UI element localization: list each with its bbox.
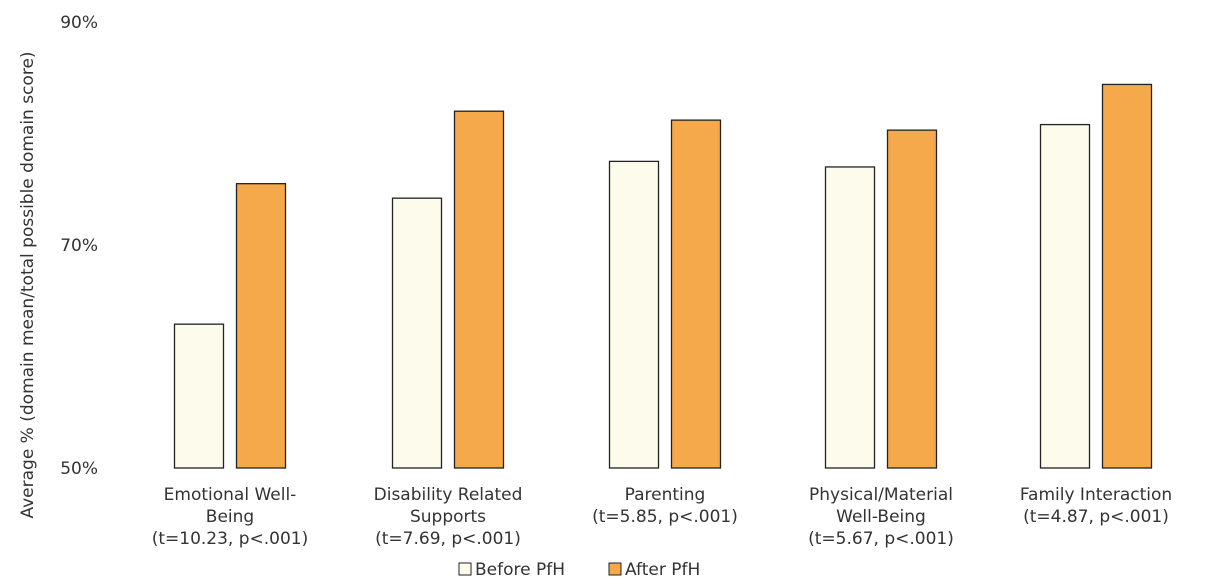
y-axis-ticks: 50% 70% 90% <box>60 13 98 479</box>
y-tick-label: 70% <box>60 236 98 256</box>
category-label: Family Interaction (t=4.87, p<.001) <box>1020 485 1172 527</box>
y-tick-label: 90% <box>60 13 98 33</box>
bars <box>173 83 1153 469</box>
legend-swatch-after <box>608 562 622 576</box>
y-tick-label: 50% <box>60 459 98 479</box>
bar-after-2 <box>670 119 722 469</box>
bar-after-1 <box>453 110 505 469</box>
category-labels: Emotional Well-Being (t=10.23, p<.001) Dis… <box>152 485 1172 549</box>
category-label: Disability Related Supports (t=7.69, p<.00… <box>374 485 523 549</box>
bar-before-0 <box>173 323 225 469</box>
y-axis-title-group: Average % (domain mean/total possible do… <box>18 51 38 518</box>
legend: Before PfH After PfH <box>458 560 700 580</box>
category-label: Emotional Well-Being (t=10.23, p<.001) <box>152 485 309 549</box>
bar-after-3 <box>886 129 938 469</box>
bar-before-2 <box>608 160 660 469</box>
bar-before-4 <box>1039 123 1091 469</box>
legend-label: After PfH <box>625 560 700 580</box>
bar-before-1 <box>391 197 443 469</box>
legend-swatch-before <box>458 562 472 576</box>
bar-after-4 <box>1101 83 1153 469</box>
category-label: Parenting (t=5.85, p<.001) <box>592 485 738 527</box>
bar-before-3 <box>824 166 876 469</box>
bar-after-0 <box>235 183 287 469</box>
legend-label: Before PfH <box>475 560 565 580</box>
y-axis-title: Average % (domain mean/total possible do… <box>18 51 38 518</box>
category-label: Physical/Material Well-Being (t=5.67, p<.0… <box>808 485 954 549</box>
